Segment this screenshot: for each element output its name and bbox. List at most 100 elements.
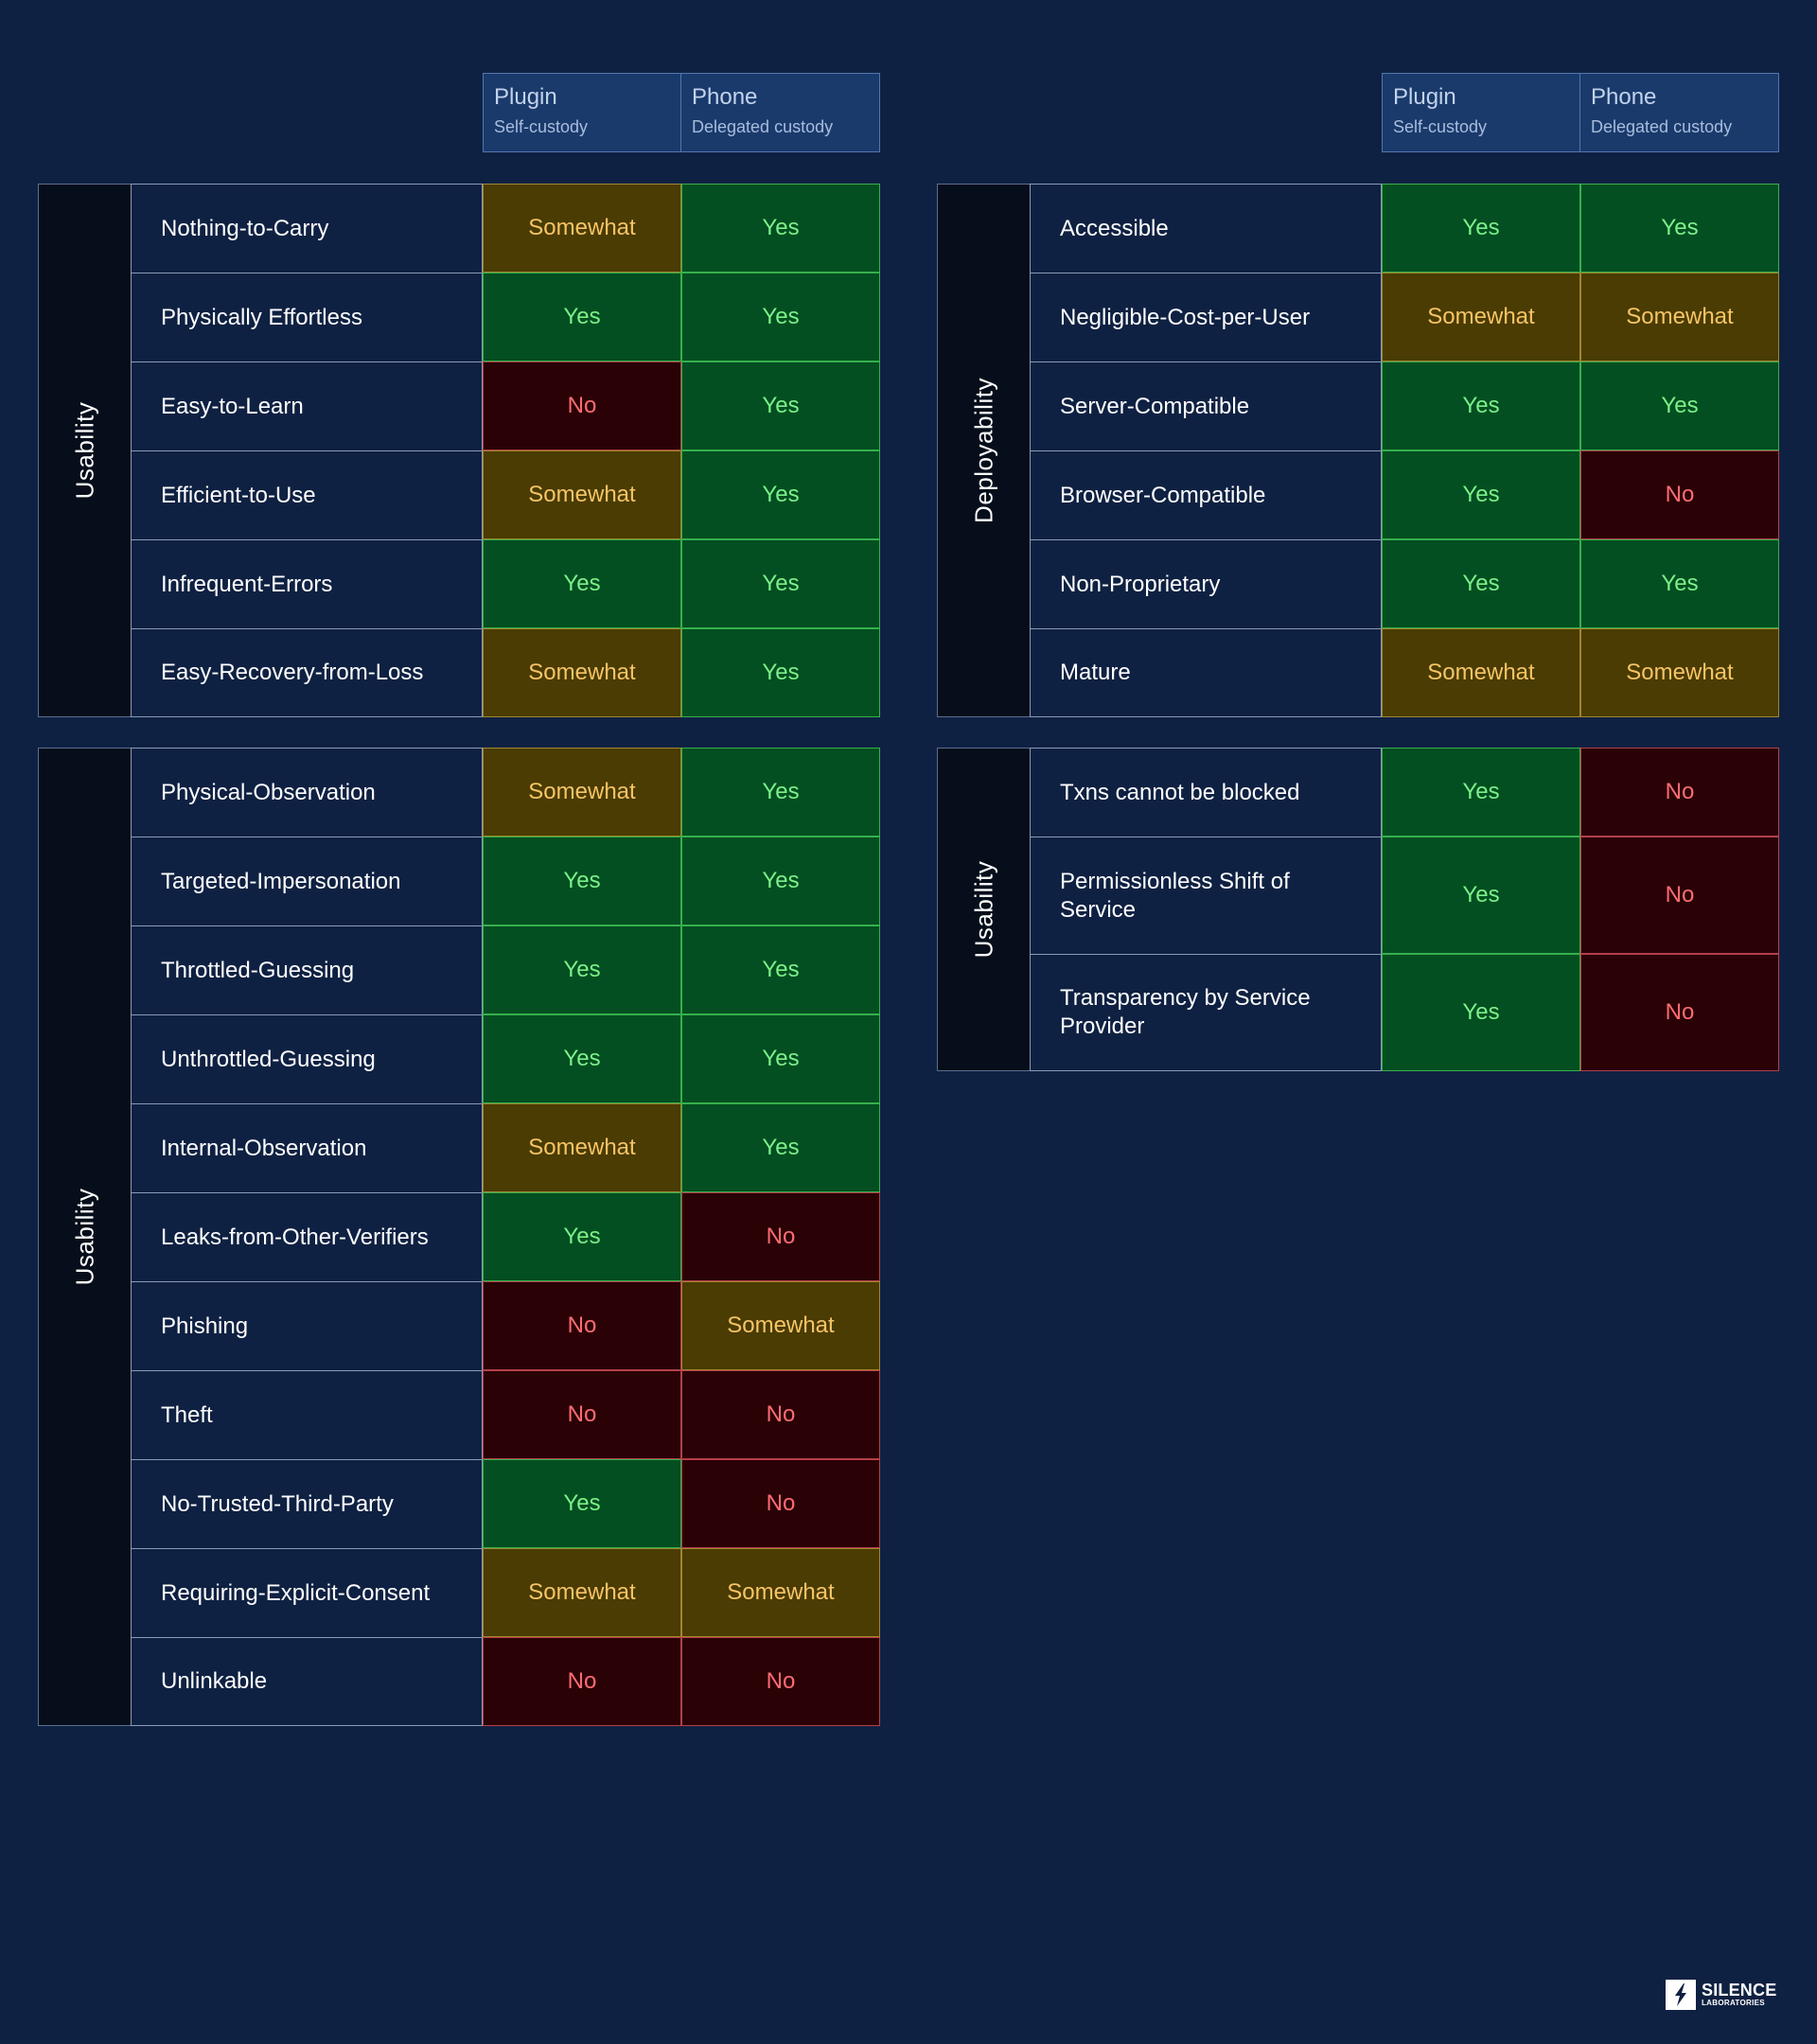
feature-label: Nothing-to-Carry <box>131 184 483 273</box>
phone-rating-cell: No <box>1580 954 1779 1071</box>
phone-rating-cell: Yes <box>681 925 880 1014</box>
feature-label: Server-Compatible <box>1030 361 1382 450</box>
table-row: Easy-Recovery-from-Loss Somewhat Yes <box>131 628 880 717</box>
plugin-rating-cell: Yes <box>483 539 681 628</box>
table-row: Phishing No Somewhat <box>131 1281 880 1370</box>
table-row: Targeted-Impersonation Yes Yes <box>131 837 880 925</box>
plugin-rating-cell: Yes <box>483 273 681 361</box>
feature-label: Accessible <box>1030 184 1382 273</box>
section-usability-3: Usability Txns cannot be blocked Yes No Perm… <box>937 748 1779 1071</box>
table-row: Easy-to-Learn No Yes <box>131 361 880 450</box>
table-row: Physically Effortless Yes Yes <box>131 273 880 361</box>
rows: Nothing-to-Carry Somewhat Yes Physically Ef… <box>131 184 880 717</box>
rows: Physical-Observation Somewhat Yes Targeted-… <box>131 748 880 1726</box>
logo-line1: SILENCE <box>1702 1981 1777 2000</box>
plugin-rating-cell: Yes <box>1382 748 1580 837</box>
column-header-right: Plugin Self-custody Phone Delegated cust… <box>1382 73 1779 152</box>
plugin-rating-cell: Somewhat <box>483 748 681 837</box>
phone-rating-cell: Yes <box>1580 539 1779 628</box>
table-row: Theft No No <box>131 1370 880 1459</box>
table-row: Unthrottled-Guessing Yes Yes <box>131 1014 880 1103</box>
phone-rating-cell: No <box>1580 837 1779 954</box>
column-header-phone: Phone Delegated custody <box>1580 73 1779 152</box>
phone-rating-cell: No <box>681 1459 880 1548</box>
plugin-rating-cell: Somewhat <box>483 450 681 539</box>
feature-label: Physical-Observation <box>131 748 483 837</box>
table-row: Requiring-Explicit-Consent Somewhat Somewh… <box>131 1548 880 1637</box>
column-header-plugin: Plugin Self-custody <box>1382 73 1580 152</box>
column-header-plugin: Plugin Self-custody <box>483 73 681 152</box>
phone-rating-cell: No <box>681 1192 880 1281</box>
feature-label: Leaks-from-Other-Verifiers <box>131 1192 483 1281</box>
feature-label: Throttled-Guessing <box>131 925 483 1014</box>
plugin-rating-cell: Yes <box>1382 450 1580 539</box>
phone-rating-cell: Yes <box>681 1014 880 1103</box>
plugin-rating-cell: Somewhat <box>483 1103 681 1192</box>
phone-rating-cell: Yes <box>681 539 880 628</box>
column-title: Phone <box>692 84 758 110</box>
table-row: Physical-Observation Somewhat Yes <box>131 748 880 837</box>
section-usability-1: Usability Nothing-to-Carry Somewhat Yes Phys… <box>38 184 880 717</box>
phone-rating-cell: Somewhat <box>1580 273 1779 361</box>
section-usability-2: Usability Physical-Observation Somewhat Yes… <box>38 748 880 1726</box>
phone-rating-cell: Yes <box>1580 361 1779 450</box>
table-row: Accessible Yes Yes <box>1030 184 1779 273</box>
plugin-rating-cell: Yes <box>1382 184 1580 273</box>
table-row: Mature Somewhat Somewhat <box>1030 628 1779 717</box>
column-header-left: Plugin Self-custody Phone Delegated cust… <box>483 73 880 152</box>
feature-label: Negligible-Cost-per-User <box>1030 273 1382 361</box>
plugin-rating-cell: Somewhat <box>483 1548 681 1637</box>
plugin-rating-cell: No <box>483 1281 681 1370</box>
plugin-rating-cell: No <box>483 361 681 450</box>
feature-label: Transparency by Service Provider <box>1030 954 1382 1071</box>
table-row: Throttled-Guessing Yes Yes <box>131 925 880 1014</box>
logo-text: SILENCE LABORATORIES <box>1702 1982 1776 2008</box>
phone-rating-cell: Yes <box>681 748 880 837</box>
category-column: Usability <box>937 748 1030 1071</box>
plugin-rating-cell: Yes <box>1382 837 1580 954</box>
phone-rating-cell: Yes <box>681 273 880 361</box>
phone-rating-cell: No <box>681 1637 880 1726</box>
category-column: Usability <box>38 184 131 717</box>
column-title: Plugin <box>494 84 557 110</box>
phone-rating-cell: Yes <box>681 837 880 925</box>
phone-rating-cell: Yes <box>681 1103 880 1192</box>
column-subtitle: Self-custody <box>494 117 589 136</box>
table-row: Leaks-from-Other-Verifiers Yes No <box>131 1192 880 1281</box>
feature-label: Targeted-Impersonation <box>131 837 483 925</box>
plugin-rating-cell: Yes <box>483 837 681 925</box>
category-label: Usability <box>969 860 997 959</box>
column-subtitle: Self-custody <box>1393 117 1488 136</box>
column-header-phone: Phone Delegated custody <box>681 73 880 152</box>
plugin-rating-cell: Yes <box>483 1192 681 1281</box>
table-row: Nothing-to-Carry Somewhat Yes <box>131 184 880 273</box>
phone-rating-cell: Yes <box>681 184 880 273</box>
phone-rating-cell: Yes <box>681 361 880 450</box>
category-label: Usability <box>70 1188 98 1286</box>
phone-rating-cell: Somewhat <box>1580 628 1779 717</box>
feature-label: No-Trusted-Third-Party <box>131 1459 483 1548</box>
table-row: Efficient-to-Use Somewhat Yes <box>131 450 880 539</box>
phone-rating-cell: Somewhat <box>681 1281 880 1370</box>
category-column: Deployability <box>937 184 1030 717</box>
phone-rating-cell: Yes <box>681 450 880 539</box>
silence-logo-icon <box>1666 1980 1696 2010</box>
feature-label: Easy-Recovery-from-Loss <box>131 628 483 717</box>
column-title: Plugin <box>1393 84 1456 110</box>
table-row: Negligible-Cost-per-User Somewhat Somewhat <box>1030 273 1779 361</box>
column-title: Phone <box>1591 84 1657 110</box>
table-row: Browser-Compatible Yes No <box>1030 450 1779 539</box>
table-row: Infrequent-Errors Yes Yes <box>131 539 880 628</box>
feature-label: Permissionless Shift of Service <box>1030 837 1382 954</box>
plugin-rating-cell: Yes <box>483 925 681 1014</box>
category-label: Usability <box>70 401 98 500</box>
table-row: Non-Proprietary Yes Yes <box>1030 539 1779 628</box>
plugin-rating-cell: Yes <box>1382 539 1580 628</box>
phone-rating-cell: Yes <box>681 628 880 717</box>
table-row: Txns cannot be blocked Yes No <box>1030 748 1779 837</box>
feature-label: Requiring-Explicit-Consent <box>131 1548 483 1637</box>
phone-rating-cell: No <box>1580 450 1779 539</box>
plugin-rating-cell: Somewhat <box>1382 273 1580 361</box>
phone-rating-cell: Yes <box>1580 184 1779 273</box>
